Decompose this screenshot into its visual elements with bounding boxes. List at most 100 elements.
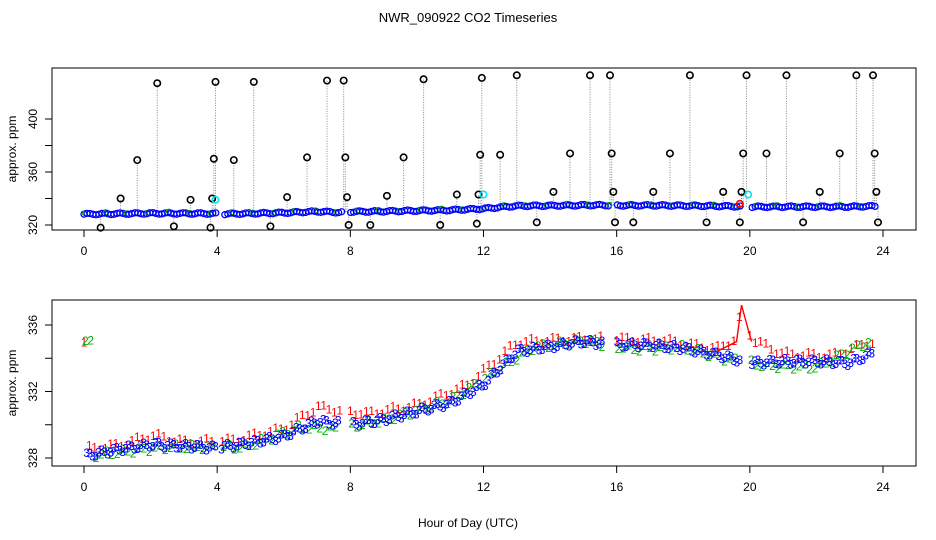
bottom-series-2-point: 2 bbox=[466, 380, 473, 394]
bottom-series-1-point: 1 bbox=[576, 329, 583, 343]
bottom-series-3-point: 3 bbox=[539, 343, 546, 357]
top-y-tick-label: 400 bbox=[26, 109, 40, 129]
bottom-series-2-point: 2 bbox=[838, 347, 845, 361]
bottom-series-3-point: 3 bbox=[578, 337, 585, 351]
top-spike-point bbox=[341, 153, 350, 162]
top-spike-point bbox=[116, 194, 125, 203]
bottom-series-3-point: 3 bbox=[641, 335, 648, 349]
bottom-series-3-point: 3 bbox=[856, 354, 863, 368]
bottom-series-3-point: 3 bbox=[368, 416, 375, 430]
top-spike-point bbox=[472, 219, 481, 228]
bottom-series-1-point: 1 bbox=[731, 334, 738, 348]
bottom-series-3-point: 3 bbox=[161, 441, 168, 455]
bottom-series-2-point: 2 bbox=[583, 337, 590, 351]
bottom-series-3-point: 3 bbox=[371, 417, 378, 431]
bottom-series-2-point: 2 bbox=[428, 400, 435, 414]
bottom-series-2-point: 2 bbox=[130, 446, 137, 460]
bottom-series-3-point: 3 bbox=[844, 359, 851, 373]
top-baseline-point bbox=[871, 202, 879, 211]
top-baseline-point bbox=[335, 208, 343, 217]
bottom-series-2-point: 2 bbox=[220, 440, 227, 454]
bottom-series-3-point: 3 bbox=[614, 335, 621, 349]
bottom-series-2-point: 2 bbox=[567, 338, 574, 352]
bottom-series-3-point: 3 bbox=[701, 345, 708, 359]
bottom-series-2-point: 2 bbox=[732, 351, 739, 365]
bottom-series-1-point: 1 bbox=[123, 439, 130, 453]
bottom-series-1-point: 1 bbox=[853, 337, 860, 351]
bottom-series-1-point: 1 bbox=[544, 335, 551, 349]
bottom-series-3-point: 3 bbox=[769, 353, 776, 367]
bottom-series-1-point: 1 bbox=[507, 339, 514, 353]
bottom-y-tick-label: 328 bbox=[26, 448, 40, 468]
bottom-series-1-point: 1 bbox=[454, 382, 461, 396]
bottom-series-3-point: 3 bbox=[560, 335, 567, 349]
bottom-series-3-point: 3 bbox=[473, 380, 480, 394]
bottom-series-3-point: 3 bbox=[170, 437, 177, 451]
bottom-series-2-point: 2 bbox=[263, 432, 270, 446]
bottom-series-3-point: 3 bbox=[500, 357, 507, 371]
bottom-series-3-point: 3 bbox=[754, 353, 761, 367]
bottom-series-1-point: 1 bbox=[693, 336, 700, 350]
bottom-series-2-point: 2 bbox=[173, 437, 180, 451]
bottom-series-2-point: 2 bbox=[700, 346, 707, 360]
bottom-series-2-point: 2 bbox=[386, 412, 393, 426]
bottom-series-2-point: 2 bbox=[306, 422, 313, 436]
bottom-series-3-point: 3 bbox=[494, 366, 501, 380]
bottom-series-2-point: 2 bbox=[828, 355, 835, 369]
top-spike-point bbox=[229, 156, 238, 165]
bottom-series-2-point: 2 bbox=[327, 420, 334, 434]
bottom-series-3-point: 3 bbox=[790, 356, 797, 370]
bottom-series-1-point: 1 bbox=[102, 441, 109, 455]
bottom-series-3-point: 3 bbox=[308, 414, 315, 428]
bottom-series-3-point: 3 bbox=[101, 445, 108, 459]
bottom-series-3-point: 3 bbox=[104, 447, 111, 461]
bottom-series-3-point: 3 bbox=[251, 432, 258, 446]
bottom-series-1-point: 1 bbox=[422, 398, 429, 412]
bottom-series-1-point: 1 bbox=[816, 350, 823, 364]
bottom-series-1-point: 1 bbox=[533, 334, 540, 348]
bottom-x-tick-label: 4 bbox=[214, 480, 221, 494]
bottom-series-1-point: 1 bbox=[826, 347, 833, 361]
bottom-series-2-point: 2 bbox=[300, 422, 307, 436]
bottom-series-3-point: 3 bbox=[311, 416, 318, 430]
bottom-series-3-point: 3 bbox=[275, 432, 282, 446]
bottom-series-3-point: 3 bbox=[476, 378, 483, 392]
bottom-series-3-point: 3 bbox=[116, 443, 123, 457]
bottom-series-3-point: 3 bbox=[793, 353, 800, 367]
bottom-series-2-point: 2 bbox=[822, 357, 829, 371]
bottom-series-3-point: 3 bbox=[862, 348, 869, 362]
bottom-series-1-point: 1 bbox=[81, 335, 88, 349]
bottom-series-2-point: 2 bbox=[716, 349, 723, 363]
bottom-series-3-point: 3 bbox=[781, 352, 788, 366]
bottom-series-2-point: 2 bbox=[311, 418, 318, 432]
bottom-series-3-point: 3 bbox=[152, 436, 159, 450]
bottom-series-1-point: 1 bbox=[251, 426, 258, 440]
bottom-series-1-point: 1 bbox=[400, 404, 407, 418]
bottom-series-2-point: 2 bbox=[551, 338, 558, 352]
bottom-series-3-point: 3 bbox=[83, 446, 90, 460]
bottom-y-axis-title: approx. ppm bbox=[5, 350, 19, 417]
bottom-series-3-point: 3 bbox=[778, 354, 785, 368]
bottom-series-3-point: 3 bbox=[434, 397, 441, 411]
bottom-series-1-point: 1 bbox=[97, 443, 104, 457]
bottom-series-3-point: 3 bbox=[419, 400, 426, 414]
bottom-series-2-point: 2 bbox=[647, 341, 654, 355]
bottom-series-1-point: 1 bbox=[683, 339, 690, 353]
bottom-series-3-point: 3 bbox=[731, 354, 738, 368]
top-spike-point bbox=[702, 218, 711, 227]
top-spike-point bbox=[419, 75, 428, 84]
bottom-red-spike-line bbox=[716, 304, 753, 353]
bottom-series-1-point: 1 bbox=[326, 403, 333, 417]
chart-title: NWR_090922 CO2 Timeseries bbox=[379, 10, 558, 25]
top-spike-point bbox=[153, 79, 162, 88]
top-y-axis-title: approx. ppm bbox=[5, 116, 19, 183]
bottom-series-1-point: 1 bbox=[470, 376, 477, 390]
top-spike-point bbox=[874, 218, 883, 227]
bottom-series-3-point: 3 bbox=[835, 354, 842, 368]
bottom-series-2-point: 2 bbox=[631, 343, 638, 357]
bottom-series-3-point: 3 bbox=[629, 335, 636, 349]
bottom-series-3-point: 3 bbox=[524, 346, 531, 360]
bottom-series-3-point: 3 bbox=[533, 340, 540, 354]
bottom-series-1-point: 1 bbox=[278, 422, 285, 436]
bottom-series-1-point: 1 bbox=[235, 435, 242, 449]
